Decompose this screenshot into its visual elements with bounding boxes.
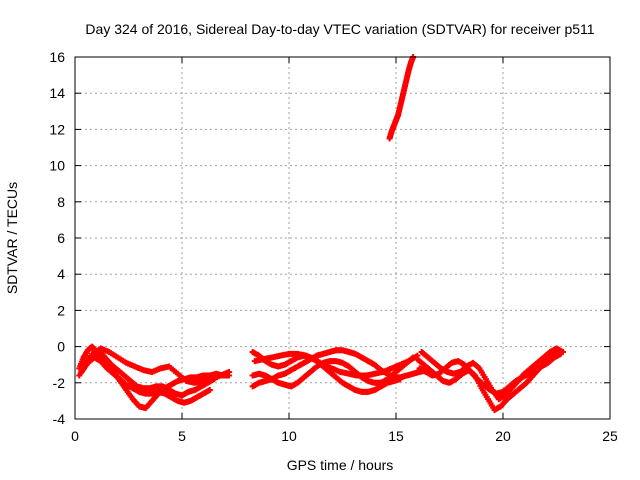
x-tick-label: 10 [281, 428, 297, 444]
x-tick-label: 5 [178, 428, 186, 444]
y-tick-label: 12 [49, 121, 65, 137]
x-tick-label: 20 [495, 428, 511, 444]
series-2 [78, 354, 213, 406]
plot-frame [74, 56, 611, 420]
y-tick-label: 14 [49, 85, 65, 101]
y-tick-label: 8 [57, 194, 65, 210]
series-11 [386, 54, 417, 142]
data-point [559, 349, 566, 356]
data-point [226, 368, 233, 375]
y-tick-label: 4 [57, 266, 65, 282]
data-points [76, 54, 566, 413]
x-tick-label: 25 [602, 428, 618, 444]
x-tick-label: 0 [71, 428, 79, 444]
y-tick-label: 0 [57, 339, 65, 355]
series-7 [251, 350, 421, 379]
tick-labels: 0 5 10 15 20 25 -4 -2 0 2 4 6 8 10 12 14 16 [49, 49, 618, 444]
data-point [206, 387, 213, 394]
x-tick-label: 15 [388, 428, 404, 444]
chart-title: Day 324 of 2016, Sidereal Day-to-day VTE… [85, 21, 594, 37]
y-tick-label: -4 [53, 411, 66, 427]
y-tick-label: 10 [49, 158, 65, 174]
x-axis-label: GPS time / hours [287, 457, 394, 473]
y-tick-label: -2 [53, 375, 66, 391]
data-point [397, 376, 404, 383]
series-3 [80, 345, 233, 386]
series-10 [418, 345, 566, 403]
y-tick-label: 6 [57, 230, 65, 246]
y-tick-label: 2 [57, 302, 65, 318]
y-tick-label: 16 [49, 49, 65, 65]
y-axis-label: SDTVAR / TECUs [4, 182, 20, 294]
